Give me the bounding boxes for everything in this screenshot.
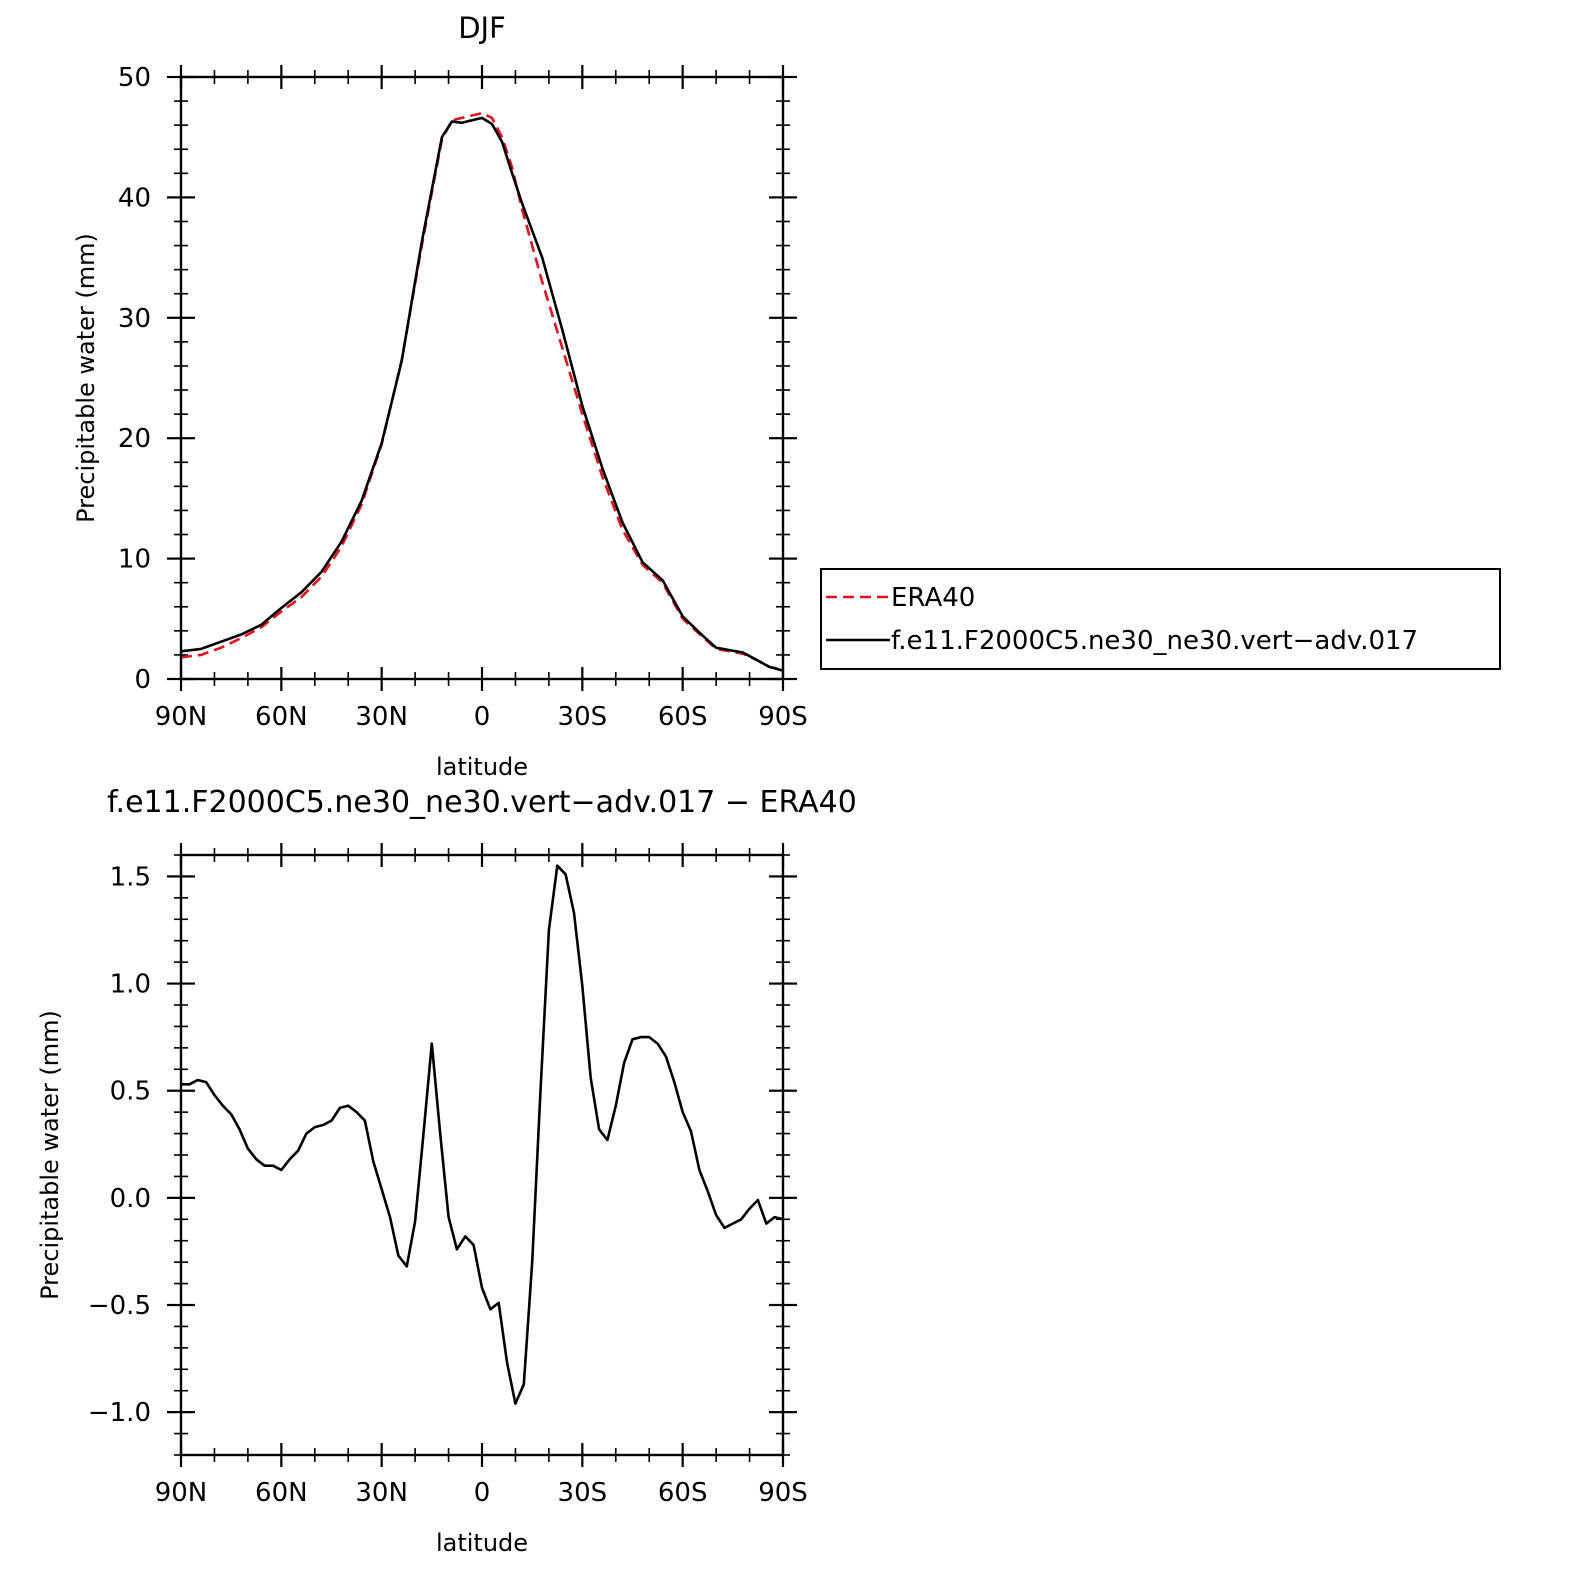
difference-series-lines bbox=[181, 864, 784, 1405]
djf-x-tick-label: 90N bbox=[155, 702, 208, 732]
difference-x-tick-label: 30S bbox=[558, 1478, 608, 1508]
difference-plot-frame bbox=[179, 853, 785, 1457]
difference-axis-tick-labels: 90N 60N 30N 0 30S 60S 90S −1.0 −0.5 0.0 0.5 1.0 1.5 bbox=[88, 862, 808, 1508]
difference-x-axis-label: latitude bbox=[436, 1529, 528, 1557]
djf-x-tick-label: 60N bbox=[255, 702, 308, 732]
difference-series-line-model bbox=[181, 864, 784, 1405]
djf-chart-title: DJF bbox=[458, 11, 506, 45]
difference-y-axis-label: Precipitable water (mm) bbox=[36, 1010, 64, 1300]
difference-x-tick-label: 60N bbox=[255, 1478, 308, 1508]
djf-y-tick-label: 20 bbox=[118, 424, 151, 454]
djf-x-tick-label: 60S bbox=[658, 702, 708, 732]
djf-x-tick-label: 30N bbox=[355, 702, 408, 732]
djf-axis-ticks bbox=[167, 65, 797, 691]
difference-x-tick-label: 90N bbox=[155, 1478, 208, 1508]
djf-y-tick-label: 10 bbox=[118, 545, 151, 575]
difference-y-tick-label: −1.0 bbox=[88, 1398, 151, 1428]
difference-y-tick-label: 0.0 bbox=[110, 1184, 151, 1214]
djf-y-tick-label: 0 bbox=[134, 665, 151, 695]
difference-panel: f.e11.F2000C5.ne30_ne30.vert−adv.017 − E… bbox=[36, 785, 857, 1557]
difference-axis-ticks bbox=[167, 843, 797, 1467]
djf-y-axis-label: Precipitable water (mm) bbox=[72, 233, 100, 523]
difference-y-tick-label: −0.5 bbox=[88, 1291, 151, 1321]
djf-x-tick-label: 30S bbox=[558, 702, 608, 732]
djf-plot-frame bbox=[179, 75, 785, 681]
djf-series-lines bbox=[180, 111, 784, 672]
legend-label-model: f.e11.F2000C5.ne30_ne30.vert−adv.017 bbox=[891, 626, 1418, 656]
difference-x-tick-label: 0 bbox=[474, 1478, 491, 1508]
difference-y-tick-label: 0.5 bbox=[110, 1077, 151, 1107]
djf-y-tick-label: 30 bbox=[118, 304, 151, 334]
djf-y-tick-label: 40 bbox=[118, 183, 151, 213]
djf-series-line-era40 bbox=[180, 111, 784, 671]
difference-x-tick-label: 30N bbox=[355, 1478, 408, 1508]
difference-x-tick-label: 60S bbox=[658, 1478, 708, 1508]
djf-x-tick-label: 90S bbox=[758, 702, 808, 732]
djf-series-line-model bbox=[180, 116, 784, 672]
djf-panel: DJF 90N 60N 30N 0 30S 60S 90S 0 10 20 30 40 50 latit… bbox=[72, 11, 808, 781]
legend-box bbox=[820, 568, 1501, 670]
djf-y-tick-label: 50 bbox=[118, 63, 151, 93]
difference-x-tick-label: 90S bbox=[758, 1478, 808, 1508]
difference-chart-title: f.e11.F2000C5.ne30_ne30.vert−adv.017 − E… bbox=[107, 785, 857, 820]
difference-y-tick-label: 1.5 bbox=[110, 862, 151, 892]
djf-x-tick-label: 0 bbox=[474, 702, 491, 732]
difference-y-tick-label: 1.0 bbox=[110, 970, 151, 1000]
djf-axis-tick-labels: 90N 60N 30N 0 30S 60S 90S 0 10 20 30 40 50 bbox=[118, 63, 808, 732]
legend-label-era40: ERA40 bbox=[891, 583, 975, 613]
djf-x-axis-label: latitude bbox=[436, 753, 528, 781]
chart-legend: ERA40 f.e11.F2000C5.ne30_ne30.vert−adv.0… bbox=[820, 568, 1501, 670]
